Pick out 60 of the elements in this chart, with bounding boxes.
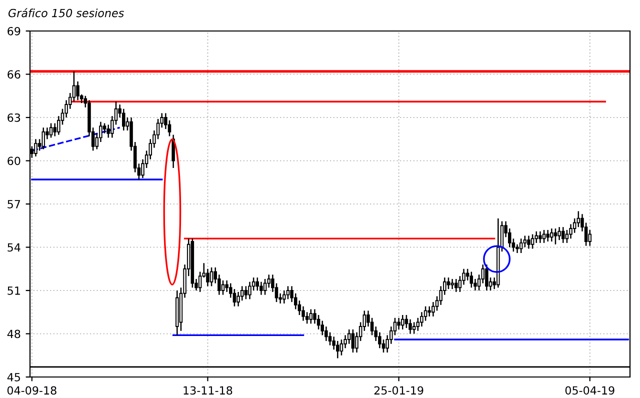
candlestick	[538, 230, 542, 244]
candlestick	[576, 210, 580, 228]
candlestick	[412, 322, 416, 334]
candlestick	[263, 278, 267, 296]
candlestick	[400, 314, 404, 330]
candlestick	[49, 122, 53, 138]
candlestick	[530, 234, 534, 250]
y-tick-label: 48	[7, 330, 20, 338]
candlestick	[34, 138, 38, 158]
candlestick	[408, 318, 412, 334]
y-tick-label: 66	[8, 70, 20, 79]
y-tick-label: 45	[7, 373, 20, 382]
candlestick	[454, 278, 458, 293]
candlestick	[527, 235, 530, 250]
y-tick-label: 69	[8, 26, 20, 36]
candlestick	[588, 229, 592, 246]
candlestick	[466, 268, 470, 282]
x-tick-label: 04-09-18	[7, 386, 56, 395]
candlestick	[351, 328, 355, 354]
candlestick	[485, 264, 488, 292]
candlestick	[428, 306, 431, 318]
candlestick	[102, 122, 106, 134]
candlestick	[450, 278, 454, 290]
candlestick	[76, 80, 80, 101]
x-tick-label: 05-04-19	[565, 386, 614, 395]
candlestick	[546, 229, 550, 242]
candlestick	[198, 271, 202, 293]
candlestick	[106, 124, 110, 138]
y-tick-label: 51	[8, 286, 20, 295]
candlestick	[542, 229, 546, 244]
candlestick	[53, 122, 56, 137]
candlestick	[282, 290, 286, 304]
candlestick	[550, 228, 554, 242]
candlestick	[561, 226, 565, 244]
candlestick	[248, 281, 252, 300]
y-tick-label: 57	[8, 200, 20, 208]
candlestick	[519, 238, 523, 254]
candlestick	[244, 286, 248, 300]
candlestick	[286, 286, 290, 300]
candlestick	[122, 108, 126, 132]
candlestick	[309, 308, 313, 324]
y-tick-label: 63	[8, 113, 20, 122]
candlestick	[210, 266, 214, 287]
candlestick	[558, 226, 561, 241]
candlestick	[172, 134, 175, 169]
y-tick-label: 60	[8, 156, 20, 166]
candlestick	[397, 317, 400, 330]
candlestick	[347, 328, 351, 344]
x-tick-label: 25-01-19	[374, 386, 424, 395]
candlestick	[256, 276, 260, 292]
chart-title: Gráfico 150 sesiones	[8, 8, 124, 18]
candlestick	[523, 235, 527, 248]
x-tick-label: 13-11-18	[184, 386, 232, 395]
candlestick	[42, 126, 46, 150]
y-tick-label: 54	[8, 243, 20, 252]
candlestick	[260, 281, 263, 296]
candlestick	[336, 340, 340, 359]
candlestick	[340, 338, 344, 356]
candlestick	[470, 271, 474, 288]
candlestick	[221, 280, 225, 296]
